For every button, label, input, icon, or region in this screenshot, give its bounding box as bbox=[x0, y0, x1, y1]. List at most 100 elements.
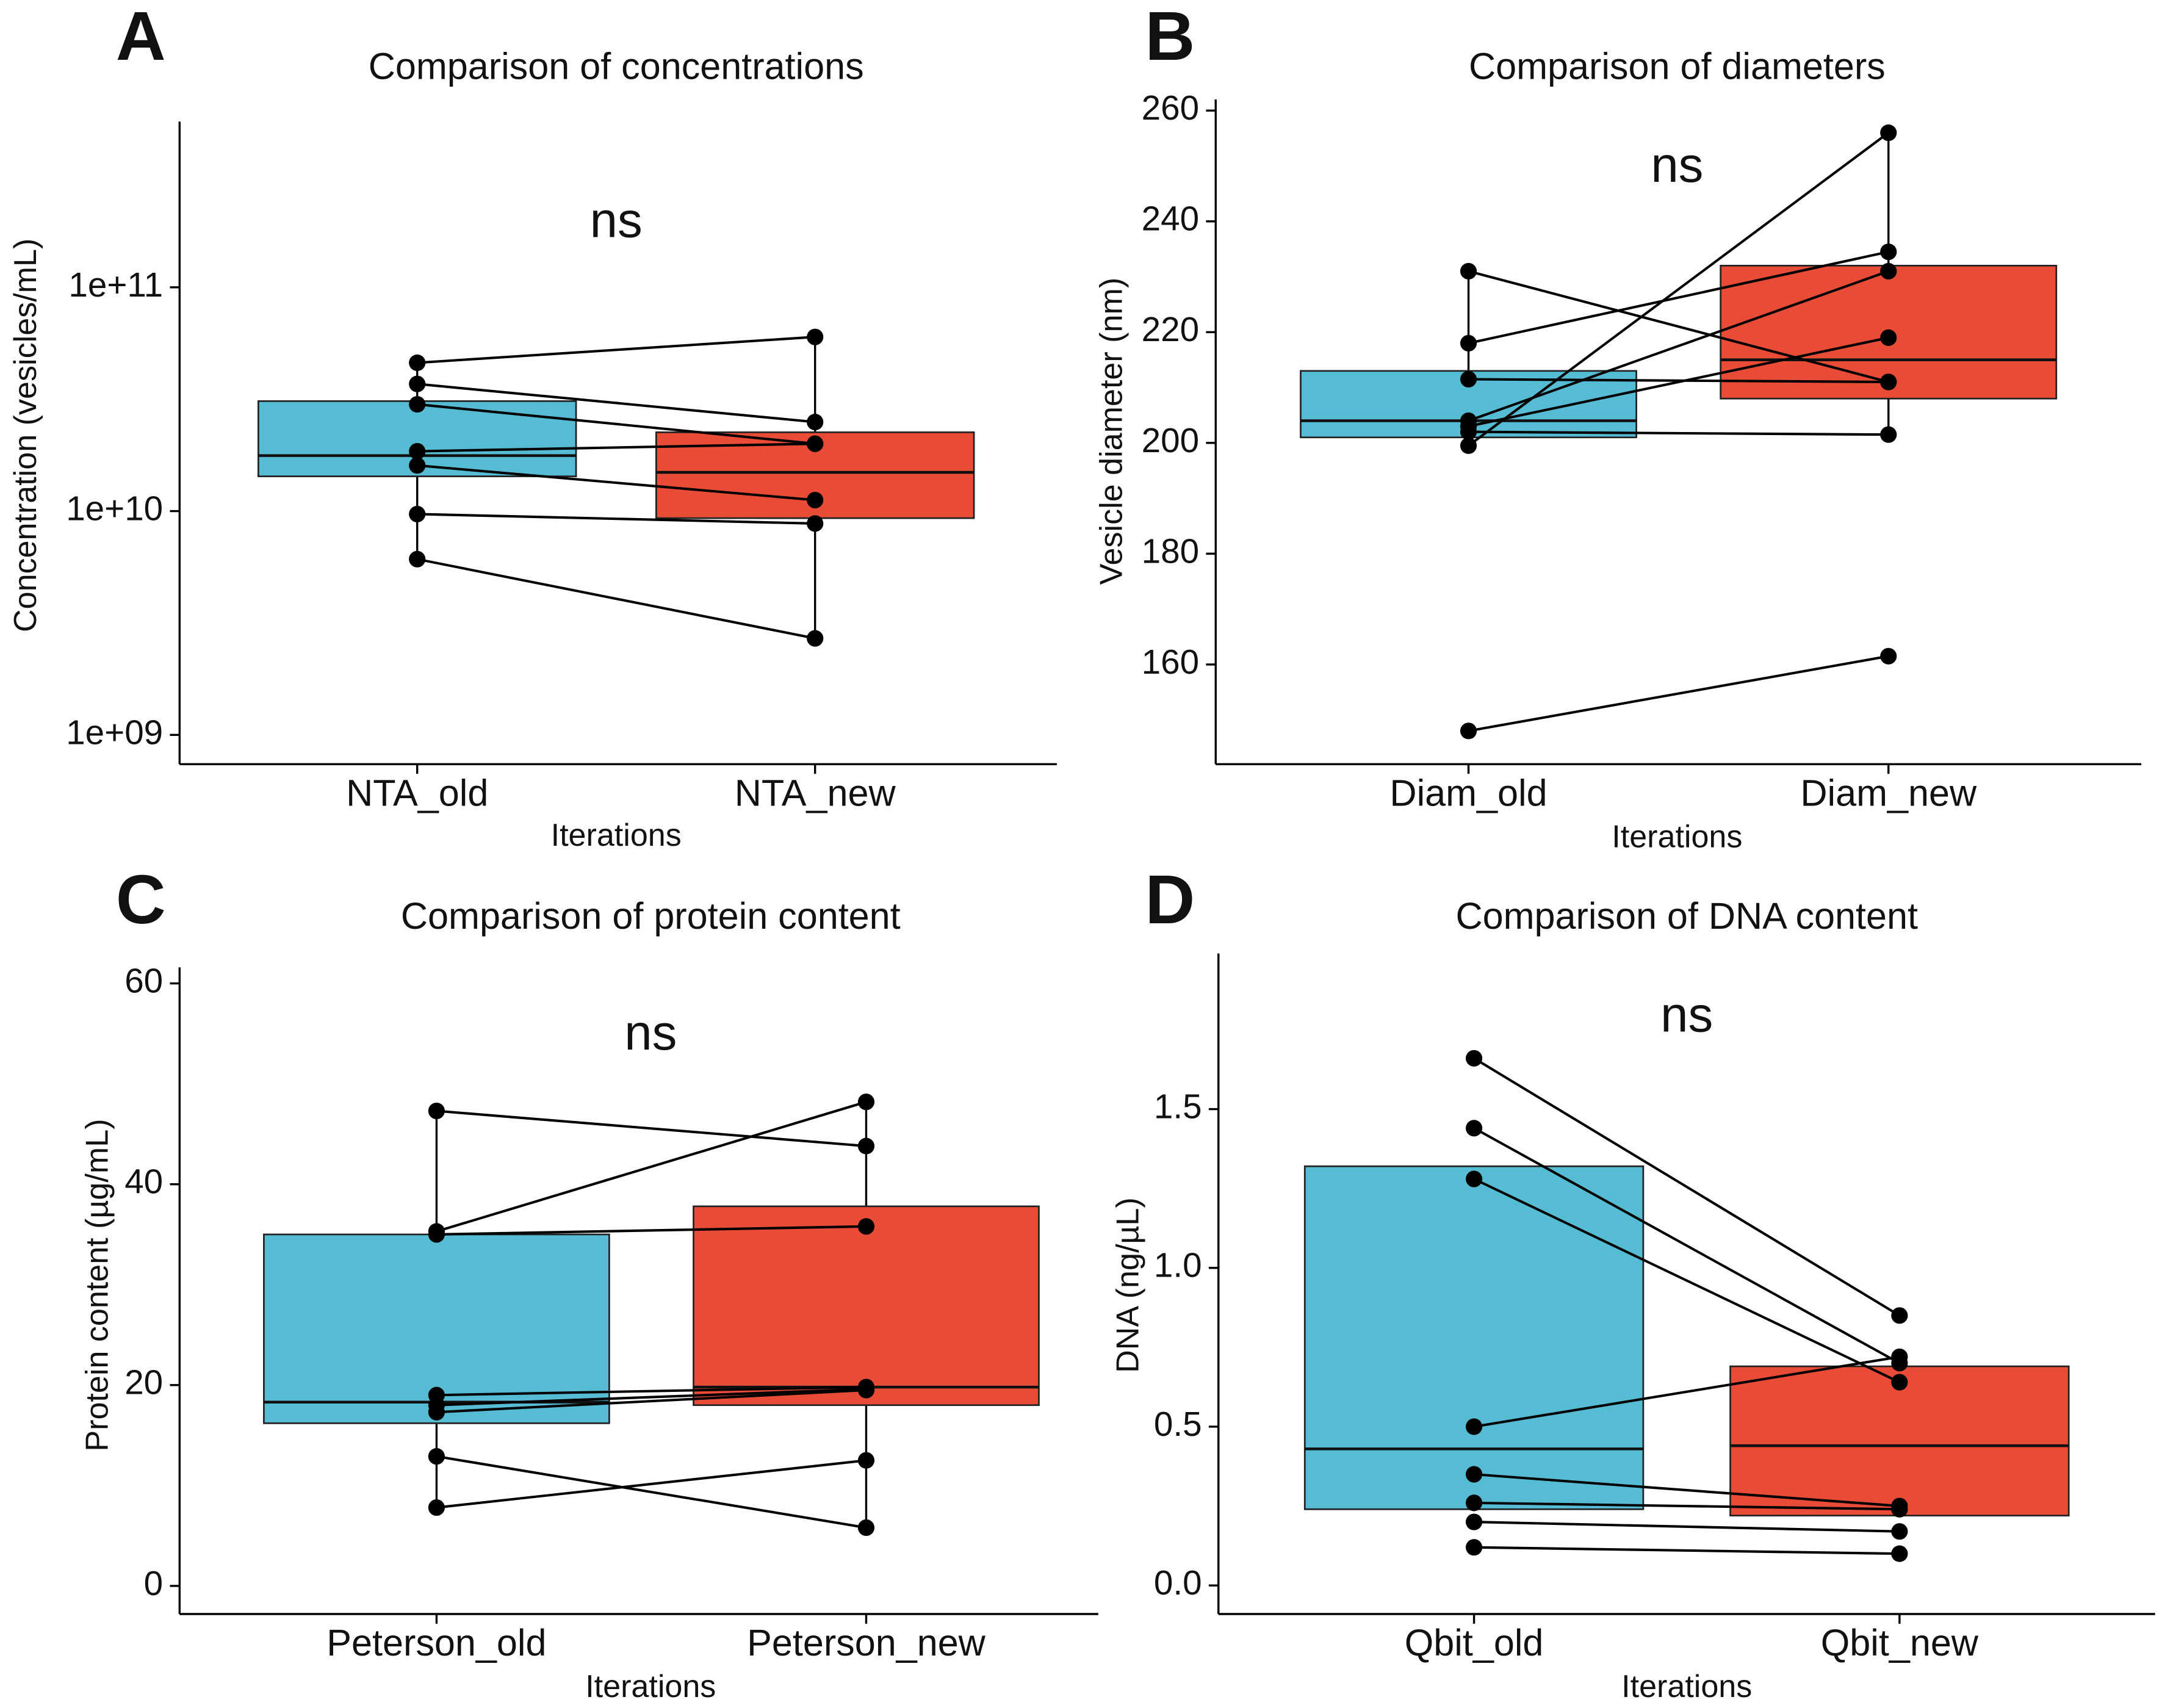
x-tick-label: Peterson_new bbox=[747, 1622, 986, 1663]
y-tick-label: 60 bbox=[124, 961, 163, 1000]
point bbox=[409, 550, 426, 568]
panel-letter: A bbox=[116, 0, 166, 74]
point bbox=[807, 491, 824, 509]
point bbox=[1880, 329, 1897, 346]
pair-line bbox=[436, 1225, 867, 1236]
point bbox=[1891, 1523, 1908, 1540]
point bbox=[1465, 1418, 1483, 1435]
pair-line bbox=[436, 1388, 867, 1414]
point bbox=[857, 1382, 875, 1399]
point bbox=[1460, 334, 1477, 352]
x-axis-label: Iterations bbox=[551, 818, 682, 853]
box bbox=[1729, 1365, 2070, 1517]
point bbox=[1460, 370, 1477, 388]
annotation: ns bbox=[590, 192, 643, 248]
point bbox=[857, 1452, 875, 1469]
point bbox=[857, 1519, 875, 1537]
pair-line bbox=[436, 1109, 867, 1148]
pair-line bbox=[1474, 1521, 1900, 1533]
y-tick-label: 1e+10 bbox=[66, 489, 163, 528]
y-tick-label: 40 bbox=[124, 1162, 163, 1201]
pair-line bbox=[1468, 378, 1889, 384]
chart-title: Comparison of concentrations bbox=[369, 45, 864, 87]
point bbox=[428, 1404, 445, 1421]
point bbox=[807, 328, 824, 345]
point bbox=[409, 505, 426, 523]
panel-letter: D bbox=[1145, 861, 1195, 938]
point bbox=[1880, 647, 1897, 665]
point bbox=[409, 396, 426, 413]
x-tick-label: NTA_old bbox=[346, 773, 488, 814]
point bbox=[428, 1499, 445, 1516]
pair-line bbox=[436, 1455, 867, 1529]
pair-line bbox=[417, 464, 815, 502]
pair-line bbox=[1468, 430, 1889, 436]
point bbox=[1460, 437, 1477, 454]
point bbox=[1460, 423, 1477, 441]
chart-title: Comparison of protein content bbox=[401, 895, 901, 937]
point bbox=[807, 435, 824, 452]
y-tick-label: 1.5 bbox=[1154, 1087, 1202, 1125]
point bbox=[1460, 262, 1477, 280]
pair-line bbox=[1474, 1546, 1900, 1555]
point bbox=[1891, 1501, 1908, 1518]
y-axis-label: Vesicle diameter (nm) bbox=[1094, 278, 1129, 585]
pair-line bbox=[436, 1100, 867, 1233]
pair-line bbox=[1468, 336, 1889, 428]
panel-letter: B bbox=[1145, 0, 1195, 74]
annotation: ns bbox=[1651, 137, 1703, 193]
y-tick-label: 180 bbox=[1142, 531, 1199, 570]
point bbox=[1460, 722, 1477, 740]
point bbox=[857, 1137, 875, 1155]
chart-title: Comparison of diameters bbox=[1469, 45, 1886, 87]
x-tick-label: Qbit_new bbox=[1821, 1622, 1979, 1663]
x-tick-label: Diam_old bbox=[1389, 773, 1547, 814]
y-tick-label: 1.0 bbox=[1154, 1246, 1202, 1285]
point bbox=[1465, 1120, 1483, 1137]
y-tick-label: 0.5 bbox=[1154, 1405, 1202, 1443]
x-tick-label: Qbit_old bbox=[1405, 1622, 1544, 1663]
pair-line bbox=[417, 383, 815, 423]
y-tick-label: 0 bbox=[144, 1564, 163, 1602]
pair-line bbox=[1468, 270, 1889, 422]
box bbox=[693, 1205, 1040, 1407]
pair-line bbox=[417, 336, 815, 364]
point bbox=[1880, 373, 1897, 391]
point bbox=[428, 1448, 445, 1465]
point bbox=[807, 414, 824, 431]
point bbox=[1465, 1539, 1483, 1556]
point bbox=[409, 354, 426, 372]
y-tick-label: 260 bbox=[1142, 88, 1199, 127]
point bbox=[1891, 1307, 1908, 1324]
y-tick-label: 20 bbox=[124, 1363, 163, 1402]
x-axis-label: Iterations bbox=[1612, 819, 1742, 854]
point bbox=[1465, 1170, 1483, 1187]
panel-letter: C bbox=[116, 861, 166, 938]
point bbox=[1465, 1513, 1483, 1530]
pair-line bbox=[417, 513, 815, 525]
pair-line bbox=[1468, 655, 1889, 732]
pair-line bbox=[1473, 1126, 1900, 1364]
pair-line bbox=[1473, 1057, 1900, 1317]
pair-line bbox=[436, 1388, 867, 1407]
x-tick-label: Diam_new bbox=[1800, 773, 1977, 814]
pair-line bbox=[1474, 1501, 1900, 1511]
pair-line bbox=[1468, 270, 1889, 383]
y-axis-label: DNA (ng/µL) bbox=[1111, 1197, 1146, 1373]
x-axis-label: Iterations bbox=[585, 1669, 716, 1704]
point bbox=[1891, 1374, 1908, 1391]
point bbox=[807, 515, 824, 532]
point bbox=[409, 457, 426, 474]
y-tick-label: 220 bbox=[1142, 310, 1199, 348]
point bbox=[428, 1226, 445, 1243]
pair-line bbox=[1474, 1472, 1900, 1508]
y-axis-label: Concentration (vesicles/mL) bbox=[8, 239, 43, 632]
pair-line bbox=[1473, 1178, 1900, 1383]
pair-line bbox=[417, 403, 815, 445]
y-tick-label: 200 bbox=[1142, 421, 1199, 459]
point bbox=[857, 1218, 875, 1235]
pair-line bbox=[1474, 1355, 1900, 1428]
point bbox=[1465, 1050, 1483, 1067]
